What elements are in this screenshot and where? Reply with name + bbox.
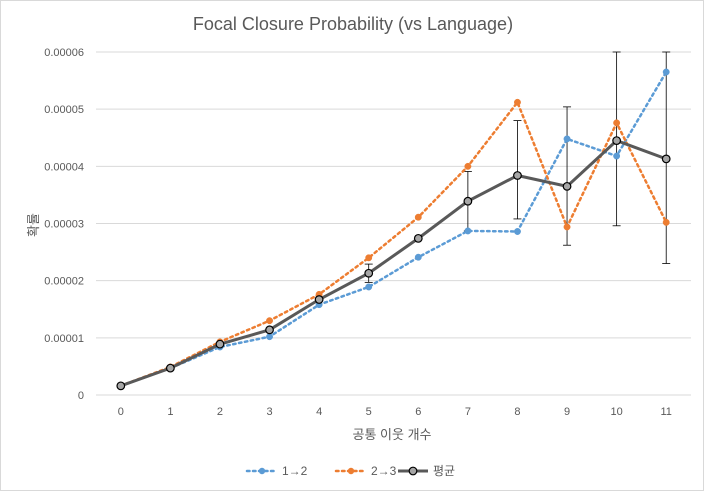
data-point bbox=[116, 381, 126, 391]
data-point bbox=[464, 162, 472, 170]
error-bars bbox=[364, 51, 671, 283]
x-tick-label: 7 bbox=[465, 406, 471, 418]
legend-swatch-marker bbox=[258, 467, 266, 475]
y-tick-label: 0.00001 bbox=[44, 333, 84, 345]
data-point bbox=[365, 254, 373, 262]
x-tick-label: 3 bbox=[266, 406, 272, 418]
data-point bbox=[514, 228, 521, 235]
legend: 1→2 2→3 평균 bbox=[245, 464, 455, 478]
x-tick-label: 6 bbox=[415, 406, 421, 418]
series-2 bbox=[117, 98, 670, 390]
legend-label: 1→2 bbox=[282, 464, 308, 478]
legend-label: 평균 bbox=[433, 464, 455, 478]
data-point bbox=[463, 196, 473, 206]
data-point bbox=[414, 253, 422, 261]
x-tick-label: 2 bbox=[217, 406, 223, 418]
y-tick-label: 0.00006 bbox=[44, 47, 84, 59]
data-point bbox=[266, 317, 273, 325]
data-point bbox=[413, 233, 423, 243]
data-point bbox=[215, 339, 225, 349]
x-tick-label: 4 bbox=[316, 406, 322, 418]
legend-item: 2→3 bbox=[334, 464, 397, 478]
series-3 bbox=[116, 136, 671, 391]
data-point bbox=[266, 333, 273, 341]
data-point bbox=[265, 325, 274, 335]
series-line bbox=[120, 138, 667, 388]
data-point bbox=[365, 283, 373, 291]
x-tick-label: 8 bbox=[514, 406, 520, 418]
gridlines bbox=[96, 51, 691, 339]
data-point bbox=[563, 135, 571, 143]
y-tick-label: 0.00002 bbox=[44, 276, 84, 288]
y-tick-label: 0.00003 bbox=[44, 219, 84, 231]
x-tick-label: 0 bbox=[118, 406, 124, 418]
y-tick-label: 0.00005 bbox=[44, 104, 84, 116]
series-group bbox=[116, 68, 671, 391]
legend-item: 1→2 bbox=[245, 464, 308, 478]
data-point bbox=[662, 68, 670, 76]
series-line bbox=[119, 70, 668, 388]
data-point bbox=[364, 268, 374, 278]
series-line bbox=[119, 99, 668, 388]
y-tick-label: 0 bbox=[78, 390, 84, 402]
data-point bbox=[165, 363, 175, 373]
chart-title: Focal Closure Probability (vs Language) bbox=[193, 14, 513, 34]
x-tick-label: 10 bbox=[611, 406, 623, 418]
x-tick-label: 11 bbox=[660, 406, 671, 418]
data-point bbox=[662, 218, 670, 226]
y-axis-ticks: 0 0.00001 0.00002 0.00003 0.00004 0.00005 0.00… bbox=[44, 47, 84, 402]
x-tick-label: 9 bbox=[564, 406, 570, 418]
data-point bbox=[661, 154, 671, 164]
data-point bbox=[613, 152, 621, 160]
x-tick-label: 1 bbox=[167, 406, 173, 418]
x-axis-label: 공통 이웃 개수 bbox=[353, 427, 432, 442]
legend-swatch-marker bbox=[408, 466, 418, 476]
legend-item: 평균 bbox=[398, 464, 455, 478]
data-point bbox=[613, 119, 621, 127]
data-point bbox=[314, 295, 324, 304]
data-point bbox=[514, 98, 521, 106]
data-point bbox=[464, 227, 472, 235]
data-point bbox=[563, 223, 571, 231]
series-1 bbox=[117, 68, 670, 390]
data-point bbox=[414, 213, 422, 221]
data-point bbox=[562, 181, 572, 191]
y-tick-label: 0.00004 bbox=[44, 161, 84, 173]
data-point bbox=[612, 136, 622, 146]
data-point bbox=[513, 171, 522, 180]
x-tick-label: 5 bbox=[366, 406, 372, 418]
legend-label: 2→3 bbox=[371, 464, 397, 478]
legend-swatch-marker bbox=[347, 467, 355, 475]
y-axis-label: 확률 bbox=[26, 213, 41, 237]
x-axis-ticks: 0 1 2 3 4 5 6 7 8 9 10 11 bbox=[118, 406, 672, 418]
